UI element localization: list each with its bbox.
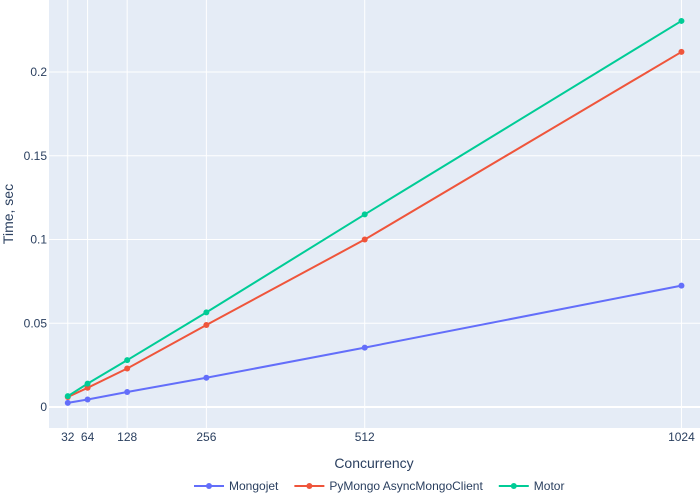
x-tick-label: 512: [355, 430, 375, 444]
legend-item[interactable]: Mongojet: [194, 479, 279, 493]
data-point[interactable]: [84, 380, 91, 387]
data-point[interactable]: [64, 393, 71, 400]
legend-label: Mongojet: [229, 479, 279, 493]
legend-item[interactable]: Motor: [498, 479, 565, 493]
data-point[interactable]: [678, 17, 685, 24]
data-point[interactable]: [203, 321, 210, 328]
y-tick-label: 0: [40, 400, 47, 414]
legend-label: PyMongo AsyncMongoClient: [329, 479, 483, 493]
y-tick-label: 0.05: [24, 316, 48, 330]
data-point[interactable]: [203, 374, 210, 381]
legend: Mongojet PyMongo AsyncMongoClient Motor: [194, 479, 564, 493]
y-axis-ticks: 0 0.05 0.1 0.15 0.2: [24, 65, 48, 414]
x-tick-label: 256: [196, 430, 216, 444]
data-point[interactable]: [678, 282, 685, 289]
legend-marker: [306, 483, 313, 489]
data-point[interactable]: [84, 384, 91, 391]
x-tick-label: 128: [117, 430, 137, 444]
y-axis-title: Time, sec: [0, 184, 16, 244]
series-line: [67, 20, 682, 398]
y-tick-label: 0.1: [30, 233, 47, 247]
data-point[interactable]: [84, 396, 91, 403]
legend-label: Motor: [534, 479, 565, 493]
data-point[interactable]: [124, 388, 131, 395]
legend-marker: [206, 483, 212, 489]
y-tick-label: 0.15: [24, 149, 48, 163]
legend-item[interactable]: PyMongo AsyncMongoClient: [294, 479, 483, 493]
series-line: [67, 284, 682, 404]
legend-marker: [510, 483, 517, 489]
plot-background: [48, 0, 700, 428]
series-group: [64, 282, 685, 406]
data-point[interactable]: [361, 211, 368, 218]
y-tick-label: 0.2: [30, 65, 47, 79]
data-point[interactable]: [124, 357, 131, 364]
data-point[interactable]: [124, 365, 131, 372]
series-line: [67, 51, 682, 398]
data-point[interactable]: [678, 48, 685, 55]
x-tick-label: 64: [81, 430, 95, 444]
data-point[interactable]: [203, 309, 210, 316]
data-point[interactable]: [361, 236, 368, 243]
series-layer: [64, 17, 685, 406]
x-tick-label: 1024: [668, 430, 695, 444]
x-axis-title: Concurrency: [334, 455, 413, 471]
data-point[interactable]: [361, 344, 368, 351]
x-axis-ticks: 32 64 128 256 512 1024: [61, 430, 695, 444]
data-point[interactable]: [64, 399, 71, 406]
x-tick-label: 32: [61, 430, 75, 444]
series-group: [64, 17, 685, 400]
